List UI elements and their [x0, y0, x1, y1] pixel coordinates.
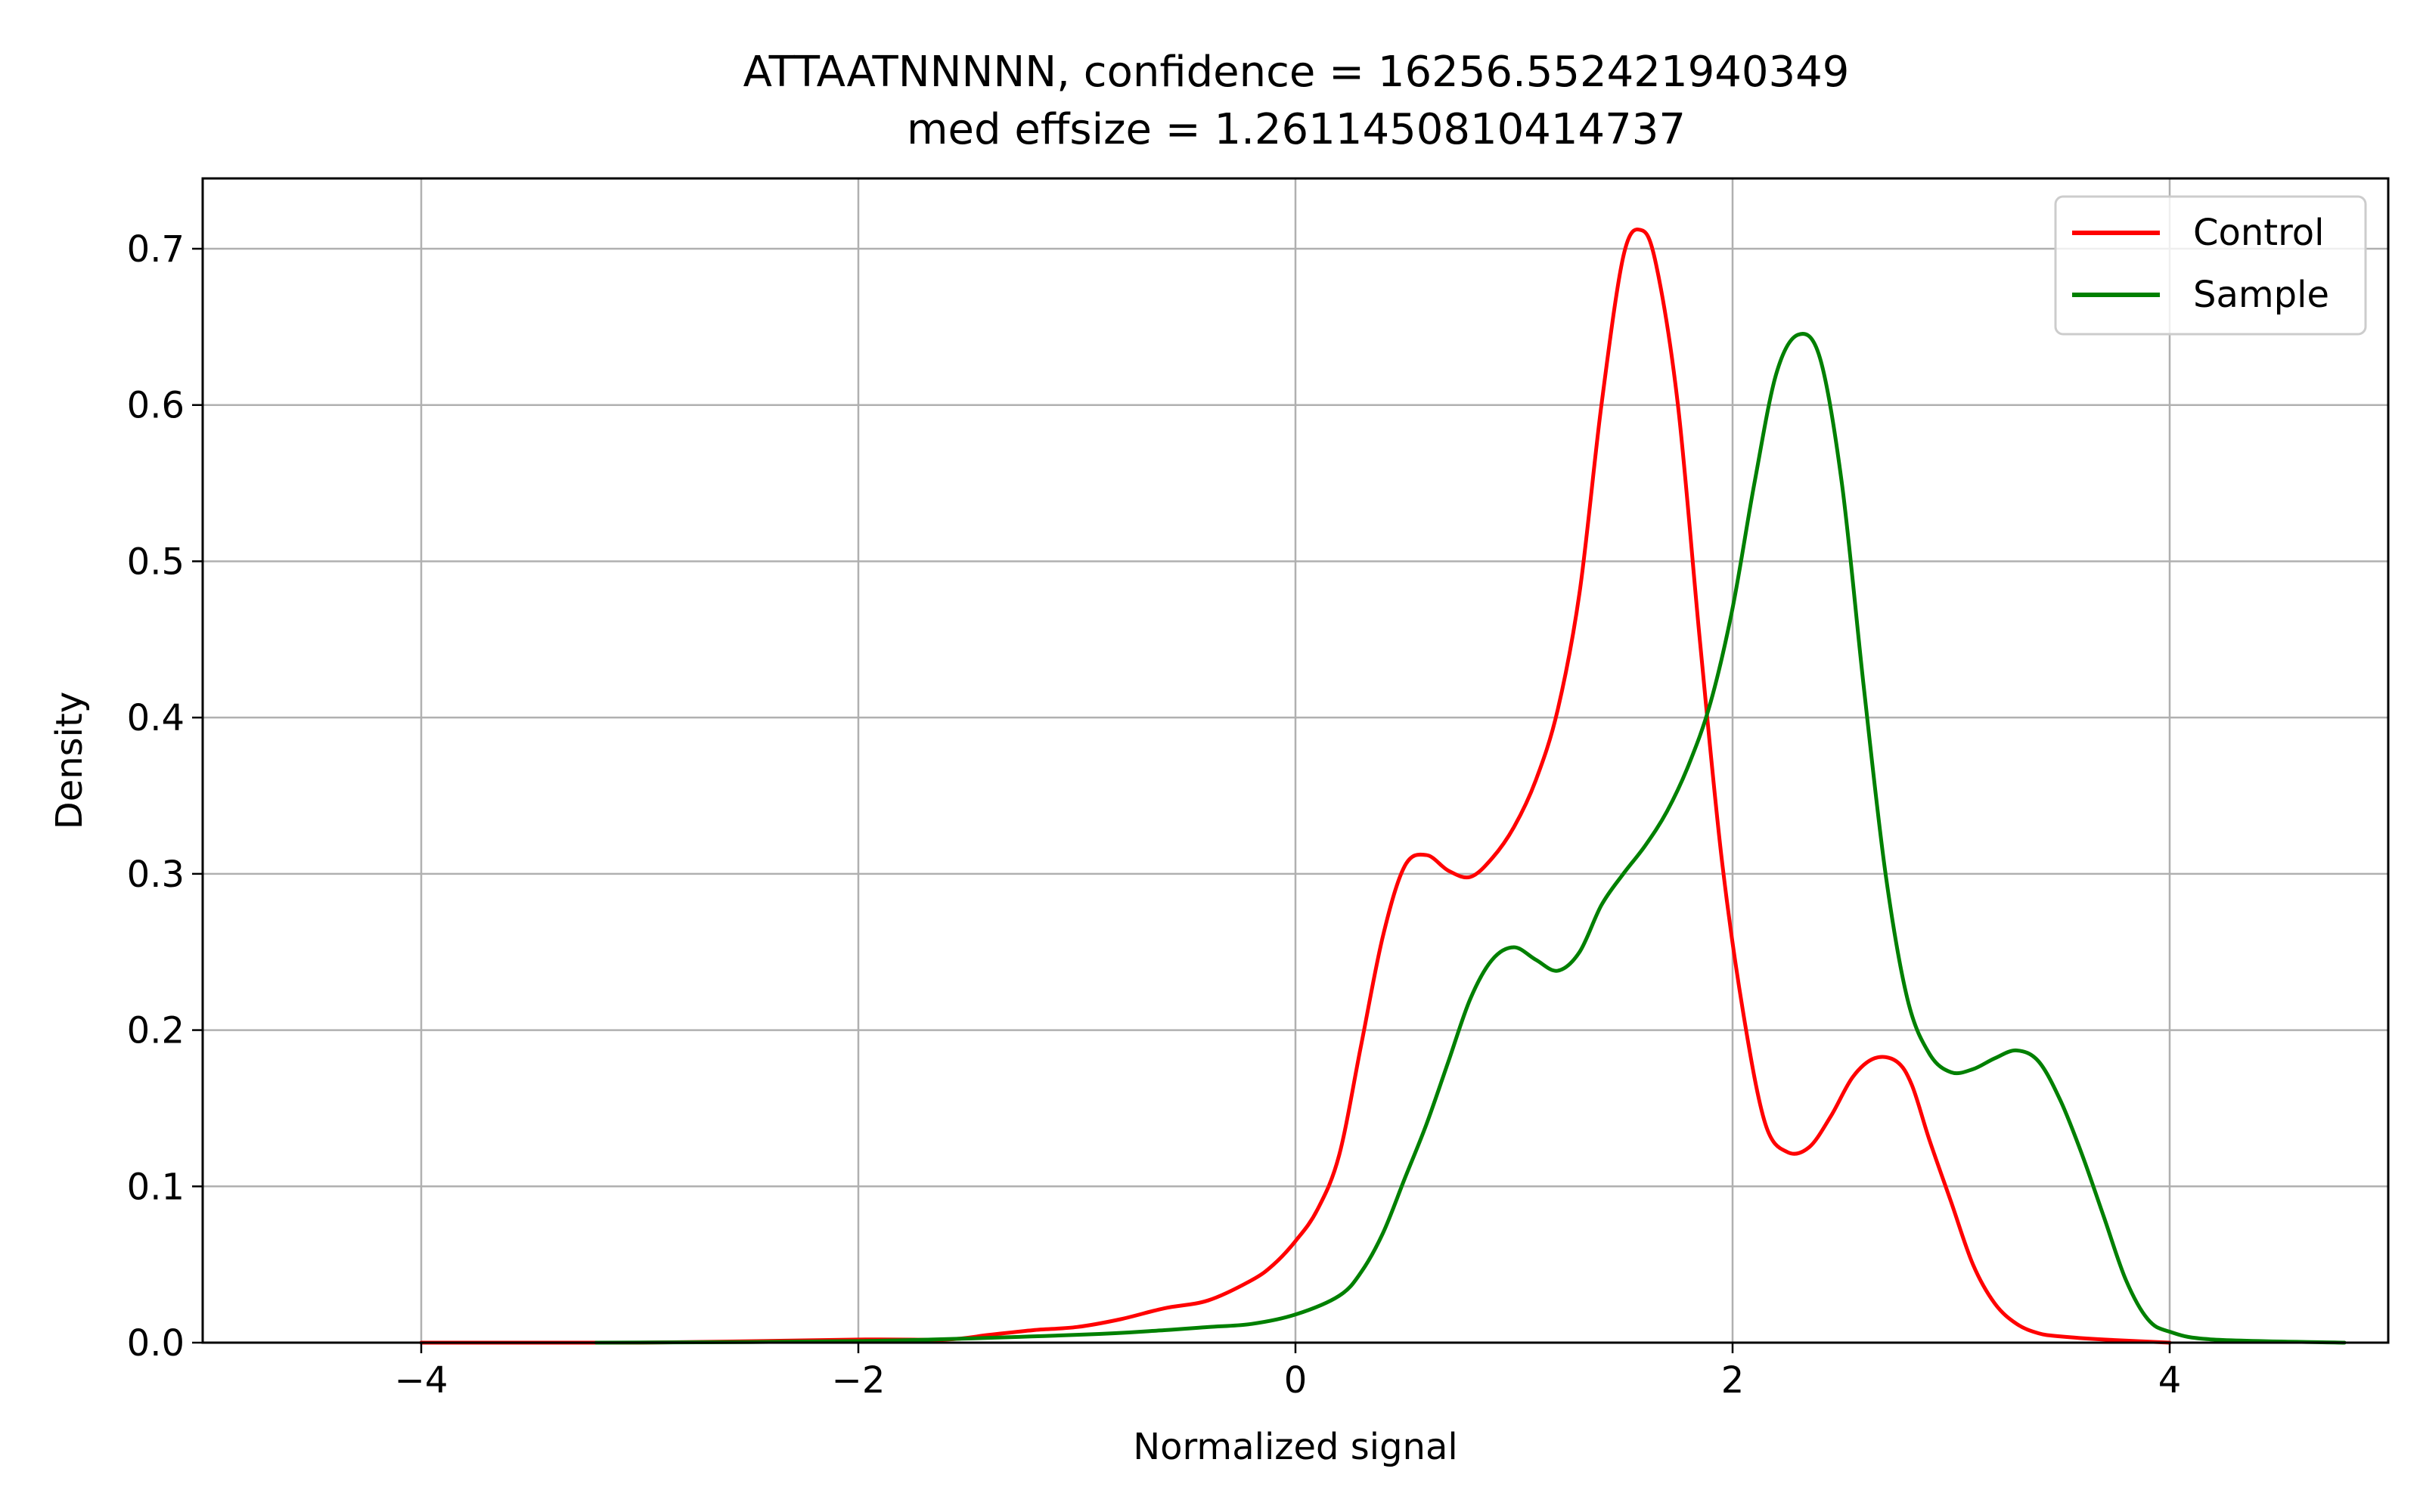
- x-axis-ticks: −4 −2 0 2 4: [395, 1343, 2182, 1402]
- legend-label-sample: Sample: [2193, 274, 2329, 316]
- series-line-sample: [594, 332, 2347, 1345]
- x-tick-label: −4: [395, 1359, 448, 1402]
- chart-title-line1: ATTAATNNNNN, confidence = 16256.55242194…: [743, 48, 1850, 97]
- legend-label-control: Control: [2193, 212, 2325, 254]
- y-tick-label: 0.6: [127, 385, 185, 427]
- x-tick-label: 2: [1721, 1359, 1745, 1402]
- series-lines: [419, 228, 2347, 1345]
- y-tick-label: 0.0: [127, 1322, 185, 1365]
- y-tick-label: 0.2: [127, 1010, 185, 1052]
- y-tick-label: 0.7: [127, 228, 185, 271]
- legend: Control Sample: [2054, 195, 2367, 336]
- y-tick-label: 0.3: [127, 854, 185, 896]
- y-axis-ticks: 0.0 0.1 0.2 0.3 0.4 0.5 0.6 0.7: [127, 228, 203, 1365]
- y-axis-label: Density: [48, 692, 91, 829]
- x-axis-label: Normalized signal: [1133, 1426, 1457, 1468]
- y-tick-label: 0.5: [127, 541, 185, 583]
- chart-title-line2: med effsize = 1.2611450810414737: [907, 105, 1686, 154]
- x-tick-label: 0: [1284, 1359, 1308, 1402]
- x-tick-label: −2: [832, 1359, 886, 1402]
- y-tick-label: 0.1: [127, 1166, 185, 1208]
- y-tick-label: 0.4: [127, 697, 185, 739]
- x-tick-label: 4: [2158, 1359, 2182, 1402]
- series-line-control: [419, 228, 2172, 1345]
- grid-lines: [203, 178, 2388, 1344]
